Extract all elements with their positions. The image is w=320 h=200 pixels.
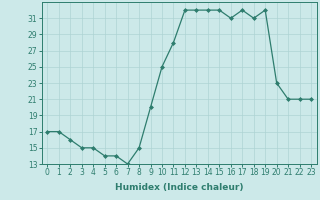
X-axis label: Humidex (Indice chaleur): Humidex (Indice chaleur): [115, 183, 244, 192]
